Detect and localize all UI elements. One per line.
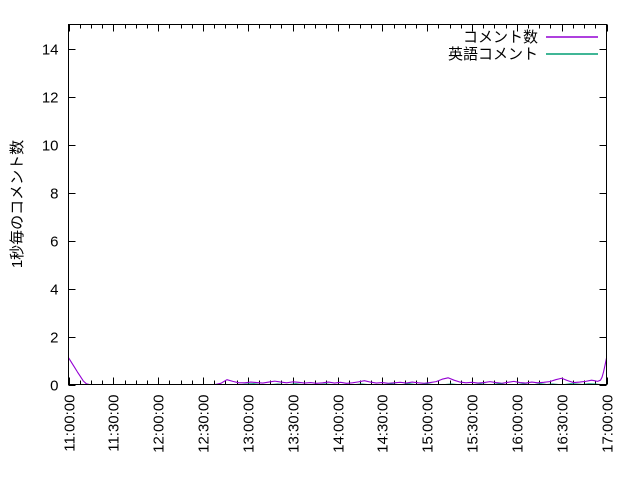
y-tick-label: 4 [50, 282, 58, 299]
x-tick-label: 13:00:00 [241, 395, 258, 453]
x-axis-ticks [68, 24, 609, 385]
y-axis-tick-labels: 0 2 4 6 8 10 12 14 [42, 42, 59, 395]
x-tick-label: 15:30:00 [465, 395, 482, 453]
x-tick-label: 12:30:00 [196, 395, 213, 453]
y-tick-label: 10 [42, 138, 59, 155]
x-tick-label: 11:00:00 [62, 395, 79, 452]
x-tick-label: 17:00:00 [600, 395, 617, 453]
legend-label-1: コメント数 [463, 29, 538, 46]
y-tick-label: 0 [50, 378, 58, 395]
plot-border [67, 23, 608, 386]
x-tick-label: 15:00:00 [420, 395, 437, 453]
y-axis-label: 1秒毎のコメント数 [9, 140, 26, 268]
y-tick-label: 14 [42, 42, 59, 59]
x-tick-label: 13:30:00 [286, 395, 303, 453]
x-tick-label: 14:30:00 [375, 395, 392, 453]
x-tick-label: 16:30:00 [555, 395, 572, 453]
legend-label-2: 英語コメント [448, 45, 538, 63]
y-tick-label: 6 [50, 234, 58, 251]
y-tick-label: 2 [50, 330, 58, 347]
x-tick-label: 14:00:00 [331, 395, 348, 453]
y-tick-label: 12 [42, 90, 59, 107]
y-tick-label: 8 [50, 186, 58, 203]
y-axis-ticks [68, 48, 607, 387]
x-tick-label: 12:00:00 [151, 395, 168, 453]
x-tick-label: 11:30:00 [106, 395, 123, 452]
x-tick-label: 16:00:00 [510, 395, 527, 453]
x-axis-tick-labels: 11:00:00 11:30:00 12:00:00 12:30:00 13:00:00… [62, 395, 617, 453]
